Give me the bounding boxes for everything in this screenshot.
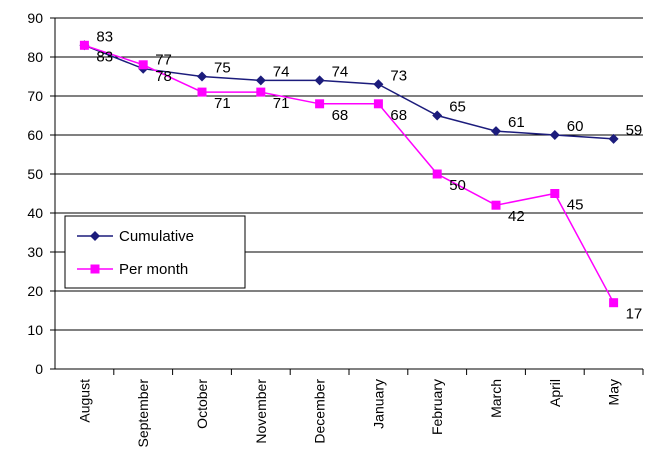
point [256,87,266,97]
data-label: 71 [214,95,231,112]
point [608,133,619,144]
point [432,169,442,179]
legend-label: Cumulative [119,228,194,245]
data-label: 83 [96,28,113,45]
y-tick-label: 0 [35,361,43,377]
point [315,99,325,109]
y-tick-label: 90 [27,10,43,26]
point [491,126,501,137]
series-line [84,44,615,304]
data-label: 60 [567,118,584,135]
data-label: 61 [508,114,525,131]
x-tick-label: September [135,379,151,448]
point [197,87,207,97]
point [432,110,443,121]
point [373,99,383,109]
data-label: 71 [273,95,290,112]
x-tick-label: April [547,379,563,407]
x-tick-label: January [370,379,386,429]
x-tick-label: November [253,379,269,444]
data-label: 74 [332,63,349,80]
point [138,60,148,70]
data-label: 73 [390,67,407,84]
data-label: 42 [508,208,525,225]
point [314,75,325,86]
series: 83 78 71 71 68 68 50 42 45 17 [79,40,643,323]
data-label: 45 [567,197,584,214]
data-label: 75 [214,60,231,77]
series: 83 77 75 74 74 73 65 61 60 59 [79,28,642,144]
y-tick-label: 10 [27,322,43,338]
y-tick-label: 60 [27,127,43,143]
point [373,79,384,90]
data-label: 50 [449,177,466,194]
x-tick-label: February [429,379,445,435]
legend-marker [90,231,100,241]
data-label: 59 [626,122,643,139]
point [491,200,501,210]
data-label: 65 [449,99,466,116]
x-tick-label: October [194,379,210,429]
y-tick-label: 80 [27,49,43,65]
point [549,130,560,140]
point [79,40,89,50]
y-tick-label: 40 [27,205,43,221]
data-label: 17 [626,306,643,323]
y-tick-label: 70 [27,88,43,104]
x-tick-label: August [76,379,92,423]
x-tick-label: May [606,379,622,405]
legend-marker [90,264,100,274]
y-tick-label: 20 [27,283,43,299]
data-label: 78 [155,68,172,85]
data-label: 74 [273,63,290,80]
legend-box [64,215,246,289]
data-label: 77 [155,52,172,69]
x-tick-label: March [488,379,504,418]
data-label: 68 [390,107,407,124]
x-tick-label: December [312,379,328,444]
data-label: 83 [96,48,113,65]
point [609,298,619,308]
data-label: 68 [332,107,349,124]
y-tick-label: 30 [27,244,43,260]
point [197,71,207,82]
y-tick-label: 50 [27,166,43,182]
legend-label: Per month [119,261,188,278]
series-line [84,44,614,140]
point [550,189,560,198]
point [255,75,266,86]
